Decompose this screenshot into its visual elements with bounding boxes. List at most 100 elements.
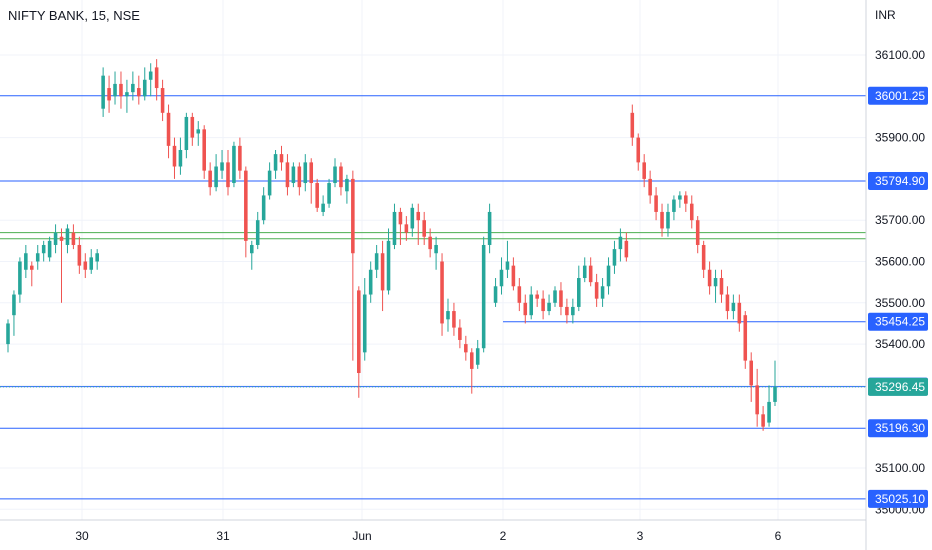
candle-90 bbox=[541, 290, 545, 320]
candle-66 bbox=[398, 207, 403, 245]
x-tick-label-5: 6 bbox=[775, 529, 782, 543]
candle-89 bbox=[535, 290, 539, 307]
y-tick-label-7: 35100.00 bbox=[875, 461, 925, 475]
candle-body-76 bbox=[458, 327, 462, 340]
candle-96 bbox=[577, 265, 581, 312]
candle-body-90 bbox=[541, 298, 545, 312]
candle-body-110 bbox=[660, 211, 664, 229]
level-badge-2: 35454.25 bbox=[868, 312, 928, 331]
candle-41 bbox=[249, 240, 254, 270]
candle-118 bbox=[707, 261, 712, 295]
x-tick-label-0: 30 bbox=[75, 529, 89, 543]
candle-17 bbox=[107, 75, 111, 113]
candle-103 bbox=[618, 228, 623, 262]
candle-body-12 bbox=[77, 244, 82, 266]
candle-110 bbox=[660, 203, 664, 237]
candle-76 bbox=[458, 319, 462, 349]
candle-body-41 bbox=[249, 244, 254, 254]
candle-body-128 bbox=[767, 401, 771, 423]
candle-body-10 bbox=[65, 228, 70, 245]
candle-body-71 bbox=[428, 236, 432, 250]
candle-126 bbox=[755, 368, 759, 427]
candle-99 bbox=[594, 273, 599, 307]
candle-body-82 bbox=[493, 286, 498, 303]
candle-129 bbox=[773, 360, 777, 407]
candle-body-124 bbox=[743, 315, 748, 361]
y-tick-label-0: 36100.00 bbox=[875, 48, 925, 62]
candle-114 bbox=[684, 191, 688, 212]
candle-56 bbox=[339, 162, 343, 196]
candle-67 bbox=[404, 216, 409, 241]
candle-63 bbox=[380, 240, 385, 312]
level-badge-1-bg bbox=[868, 172, 928, 191]
candle-128 bbox=[767, 385, 771, 427]
candle-body-16 bbox=[101, 75, 105, 109]
candle-body-6 bbox=[41, 244, 46, 254]
candle-97 bbox=[582, 257, 587, 283]
candle-51 bbox=[309, 158, 314, 204]
candle-body-7 bbox=[47, 240, 52, 258]
candle-body-112 bbox=[672, 199, 676, 212]
candle-body-50 bbox=[303, 162, 308, 184]
candle-body-51 bbox=[309, 162, 314, 184]
candle-33 bbox=[202, 125, 206, 179]
candle-93 bbox=[559, 282, 563, 316]
candle-body-30 bbox=[184, 116, 189, 150]
candle-34 bbox=[208, 162, 212, 196]
candle-119 bbox=[713, 269, 718, 303]
level-badge-4-bg bbox=[868, 419, 928, 438]
candle-body-69 bbox=[416, 211, 421, 221]
candle-body-2 bbox=[18, 261, 22, 295]
candle-body-46 bbox=[279, 154, 284, 163]
level-badge-0-bg bbox=[868, 86, 928, 105]
candle-60 bbox=[362, 278, 367, 361]
candle-body-0 bbox=[6, 323, 10, 345]
candle-30 bbox=[184, 112, 189, 159]
candle-82 bbox=[493, 278, 498, 307]
candle-body-89 bbox=[535, 294, 539, 299]
candle-115 bbox=[689, 195, 694, 229]
level-badge-4: 35196.30 bbox=[868, 419, 928, 438]
candle-body-62 bbox=[374, 253, 379, 270]
candle-46 bbox=[279, 145, 284, 171]
level-lines bbox=[0, 95, 866, 500]
candle-7 bbox=[47, 236, 52, 262]
candle-body-104 bbox=[624, 240, 629, 258]
candle-16 bbox=[101, 67, 105, 117]
candle-body-47 bbox=[285, 162, 290, 188]
candle-64 bbox=[386, 228, 391, 295]
candle-62 bbox=[374, 244, 379, 279]
candle-body-21 bbox=[131, 83, 135, 93]
candle-body-73 bbox=[440, 261, 444, 324]
candle-body-18 bbox=[113, 83, 117, 97]
last-price-badge: 35296.45 bbox=[868, 377, 928, 396]
candle-71 bbox=[428, 228, 432, 258]
candle-104 bbox=[624, 232, 629, 262]
last-price-badge-bg bbox=[868, 377, 928, 396]
level-badge-5-text: 35025.10 bbox=[875, 492, 925, 506]
candle-body-49 bbox=[297, 166, 302, 188]
candle-body-126 bbox=[755, 385, 759, 415]
candle-74 bbox=[446, 298, 450, 332]
candle-body-118 bbox=[707, 269, 712, 287]
candle-body-26 bbox=[160, 88, 165, 113]
candle-19 bbox=[119, 71, 123, 109]
candle-body-127 bbox=[761, 414, 765, 427]
candle-92 bbox=[553, 286, 557, 307]
candle-12 bbox=[77, 236, 82, 274]
candle-2 bbox=[18, 257, 22, 303]
candle-body-61 bbox=[368, 269, 373, 295]
candle-body-35 bbox=[214, 166, 218, 188]
candle-body-17 bbox=[107, 88, 111, 101]
candles bbox=[6, 59, 777, 431]
candle-121 bbox=[725, 286, 730, 320]
chart-title: NIFTY BANK, 15, NSE bbox=[8, 8, 140, 23]
level-badge-0: 36001.25 bbox=[868, 86, 928, 105]
candle-78 bbox=[469, 348, 474, 394]
candle-body-122 bbox=[731, 302, 736, 312]
candle-23 bbox=[142, 67, 147, 101]
candle-85 bbox=[511, 257, 516, 291]
y-tick-label-4: 35500.00 bbox=[875, 296, 925, 310]
candle-1 bbox=[12, 290, 16, 336]
